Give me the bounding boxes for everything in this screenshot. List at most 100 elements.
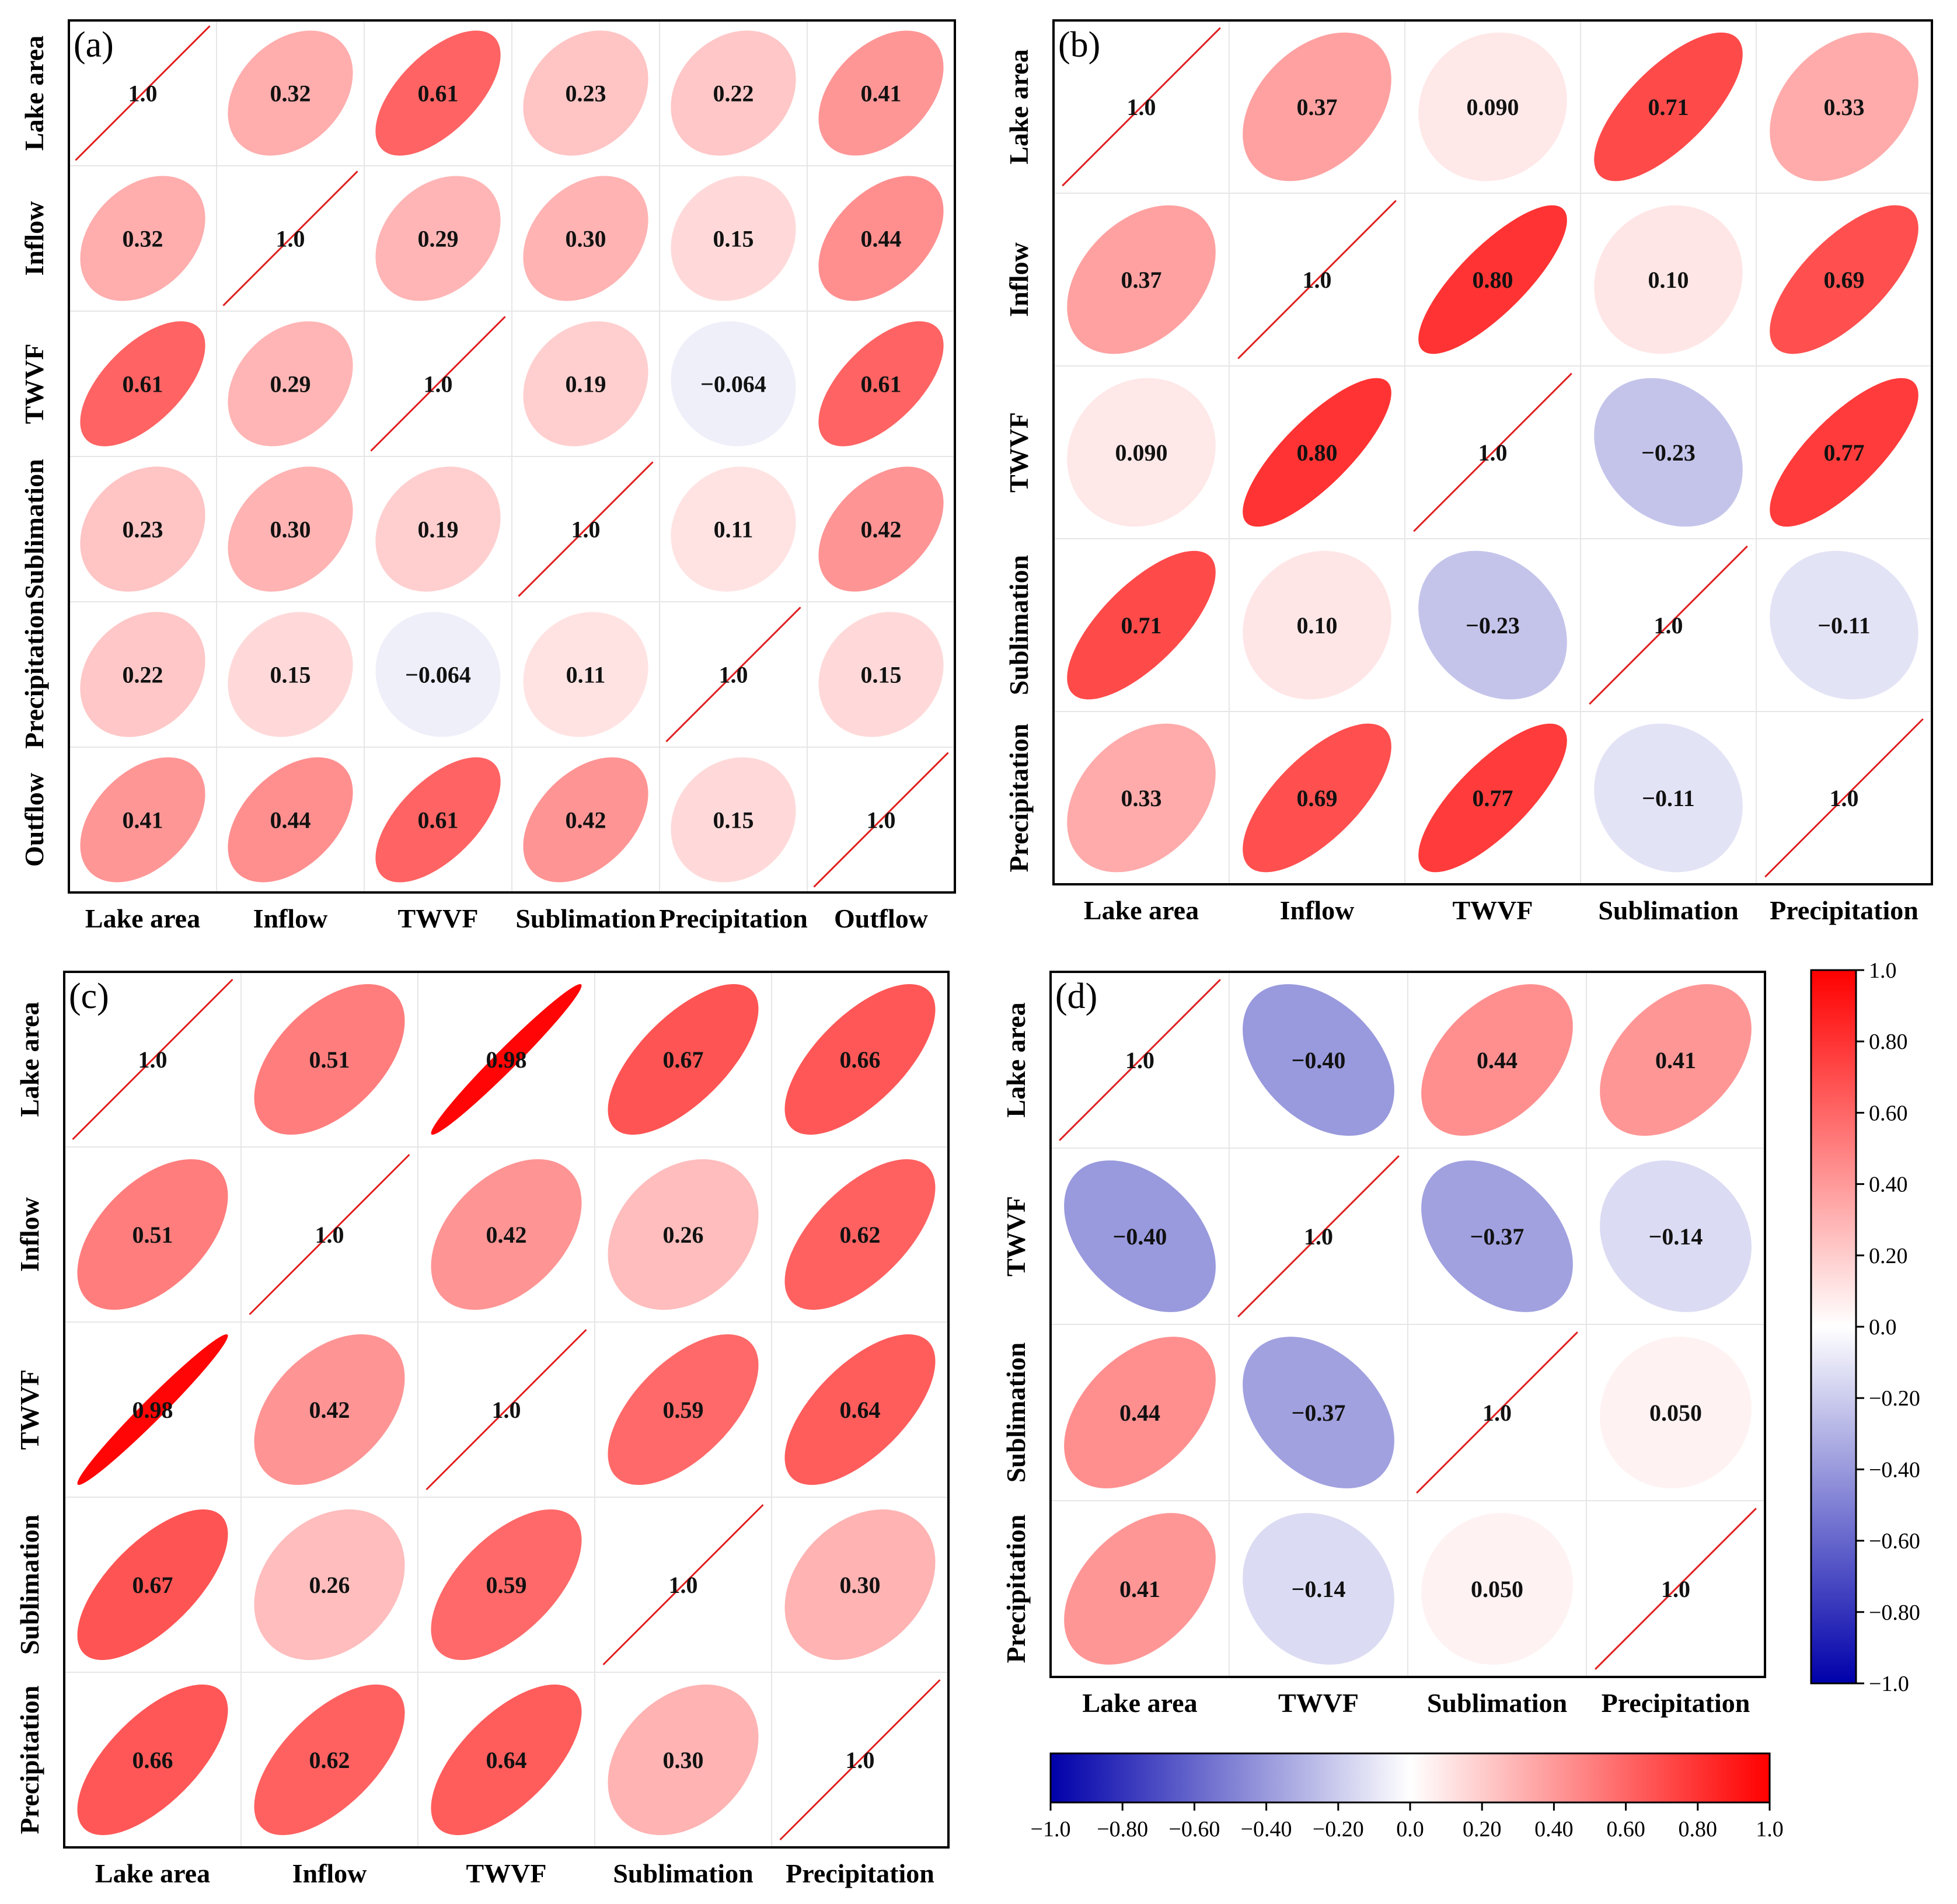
- diagonal-line: [813, 752, 949, 888]
- correlation-value: 0.61: [418, 81, 459, 107]
- correlation-value: 0.15: [713, 807, 754, 834]
- y-axis-label-lake-area: Lake area: [1001, 1002, 1031, 1117]
- correlation-ellipse: [228, 757, 353, 883]
- correlation-value: 0.69: [1297, 785, 1338, 811]
- x-axis-label-precipitation: Precipitation: [786, 1858, 934, 1888]
- panel-frame: [63, 971, 950, 1849]
- diagonal-line: [249, 1153, 410, 1316]
- correlation-ellipse: [1064, 1160, 1216, 1312]
- panel-frame: [1049, 971, 1766, 1678]
- correlation-value: 0.050: [1649, 1400, 1702, 1426]
- panel-label: (a): [74, 25, 114, 65]
- correlation-value: 1.0: [424, 371, 453, 397]
- correlation-value: 0.29: [270, 371, 311, 397]
- correlation-value: 0.30: [566, 226, 606, 252]
- x-axis-label-twvf: TWVF: [1453, 895, 1533, 925]
- correlation-value: 0.77: [1824, 440, 1865, 466]
- correlation-value: 0.33: [1121, 785, 1162, 811]
- correlation-value: 0.11: [566, 662, 606, 688]
- y-axis-label-precipitation: Precipitation: [1001, 1515, 1031, 1664]
- x-axis-label-sublimation: Sublimation: [1427, 1688, 1567, 1718]
- panels: 1.0 0.32 0.61 0.23 0.22 0.41 0.32 1.0 0.29 0.30 0.…: [15, 19, 1933, 1888]
- correlation-value: 0.19: [566, 371, 606, 397]
- correlation-ellipse: [1064, 1513, 1216, 1665]
- correlation-value: 1.0: [138, 1047, 168, 1073]
- correlation-ellipse: [523, 176, 648, 301]
- correlation-ellipse: [375, 176, 501, 301]
- correlation-value: 0.66: [840, 1047, 881, 1073]
- correlation-ellipse: [818, 612, 944, 737]
- y-axis-label-lake-area: Lake area: [15, 1002, 44, 1117]
- correlation-ellipse: [1243, 984, 1394, 1136]
- correlation-ellipse: [1418, 550, 1567, 700]
- y-axis-label-outflow: Outflow: [19, 773, 49, 867]
- y-axis-label-twvf: TWVF: [19, 344, 49, 424]
- correlation-value: 0.80: [1297, 440, 1338, 466]
- correlation-value: −0.14: [1292, 1576, 1346, 1602]
- colorbar-tick-label: 0.20: [1869, 1244, 1908, 1268]
- correlation-panel--d-: 1.0 −0.40 0.44 0.41 −0.40 1.0 −0.37 −0.14 0.44 −0…: [1001, 971, 1766, 1718]
- correlation-ellipse: [1421, 1513, 1573, 1665]
- diagonal-line: [222, 170, 358, 306]
- diagonal-line: [1059, 979, 1221, 1141]
- x-axis-label-precipitation: Precipitation: [659, 904, 808, 933]
- diagonal-line: [1764, 718, 1924, 878]
- diagonal-line: [1416, 1331, 1578, 1494]
- correlation-ellipse: [1770, 32, 1918, 182]
- correlation-ellipse: [784, 1509, 936, 1660]
- x-axis-label-inflow: Inflow: [292, 1858, 367, 1888]
- correlation-value: 0.59: [663, 1397, 704, 1423]
- correlation-panel--a-: 1.0 0.32 0.61 0.23 0.22 0.41 0.32 1.0 0.29 0.30 0.…: [19, 19, 956, 933]
- correlation-value: 0.19: [418, 517, 459, 543]
- panel-frame: [1052, 19, 1933, 885]
- x-axis-label-sublimation: Sublimation: [1598, 895, 1738, 925]
- correlation-ellipse: [375, 612, 501, 737]
- correlation-ellipse: [1243, 378, 1391, 527]
- correlation-value: 1.0: [276, 226, 305, 252]
- correlation-ellipse: [608, 984, 759, 1135]
- correlation-ellipse: [1243, 550, 1391, 700]
- correlation-value: 0.66: [132, 1747, 173, 1773]
- colorbar-tick-label: −1.0: [1869, 1672, 1909, 1696]
- correlation-value: −0.23: [1466, 612, 1520, 639]
- correlation-ellipse: [254, 1685, 405, 1835]
- diagonal-line: [75, 25, 211, 161]
- diagonal-line: [1237, 1155, 1400, 1317]
- correlation-ellipse: [523, 757, 648, 883]
- x-axis-label-twvf: TWVF: [398, 904, 479, 933]
- correlation-ellipse: [1600, 1160, 1752, 1312]
- colorbar-tick-label: 1.0: [1869, 958, 1897, 983]
- correlation-value: −0.064: [405, 662, 471, 688]
- diagonal-line: [72, 978, 233, 1141]
- correlation-ellipse: [818, 30, 944, 156]
- correlation-value: 0.42: [566, 807, 606, 834]
- correlation-value: 0.61: [418, 807, 459, 834]
- x-axis-label-lake-area: Lake area: [85, 904, 200, 933]
- correlation-ellipse: [671, 466, 796, 592]
- correlation-value: 0.37: [1121, 267, 1162, 293]
- y-axis-label-sublimation: Sublimation: [1001, 1342, 1031, 1483]
- correlation-value: 1.0: [1482, 1400, 1512, 1426]
- correlation-ellipse: [254, 984, 405, 1135]
- correlation-ellipse: [784, 984, 936, 1135]
- colorbar-tick-label: −0.20: [1869, 1386, 1920, 1411]
- correlation-value: 0.71: [1121, 612, 1162, 639]
- correlation-ellipse: [228, 30, 353, 156]
- correlation-value: −0.064: [700, 371, 766, 397]
- correlation-ellipse: [80, 466, 205, 592]
- correlation-value: −0.11: [1818, 612, 1871, 639]
- correlation-ellipse: [818, 176, 944, 301]
- y-axis-label-twvf: TWVF: [1001, 1196, 1031, 1277]
- correlation-value: 0.71: [1648, 94, 1689, 120]
- correlation-value: 0.62: [309, 1747, 350, 1773]
- correlation-value: 0.44: [861, 226, 902, 252]
- colorbar-tick-label: −0.40: [1241, 1817, 1292, 1842]
- correlation-ellipse: [671, 757, 796, 883]
- correlation-value: 0.30: [840, 1572, 881, 1598]
- colorbar-vertical: 1.0 0.80 0.60 0.40 0.20 0.0 −0.20 −0.40 −0.60 −0.…: [1810, 958, 1920, 1696]
- correlation-ellipse: [1421, 1160, 1573, 1312]
- correlation-value: 0.30: [270, 517, 311, 543]
- correlation-value: −0.14: [1649, 1223, 1703, 1250]
- colorbar-gradient: [1049, 1752, 1771, 1804]
